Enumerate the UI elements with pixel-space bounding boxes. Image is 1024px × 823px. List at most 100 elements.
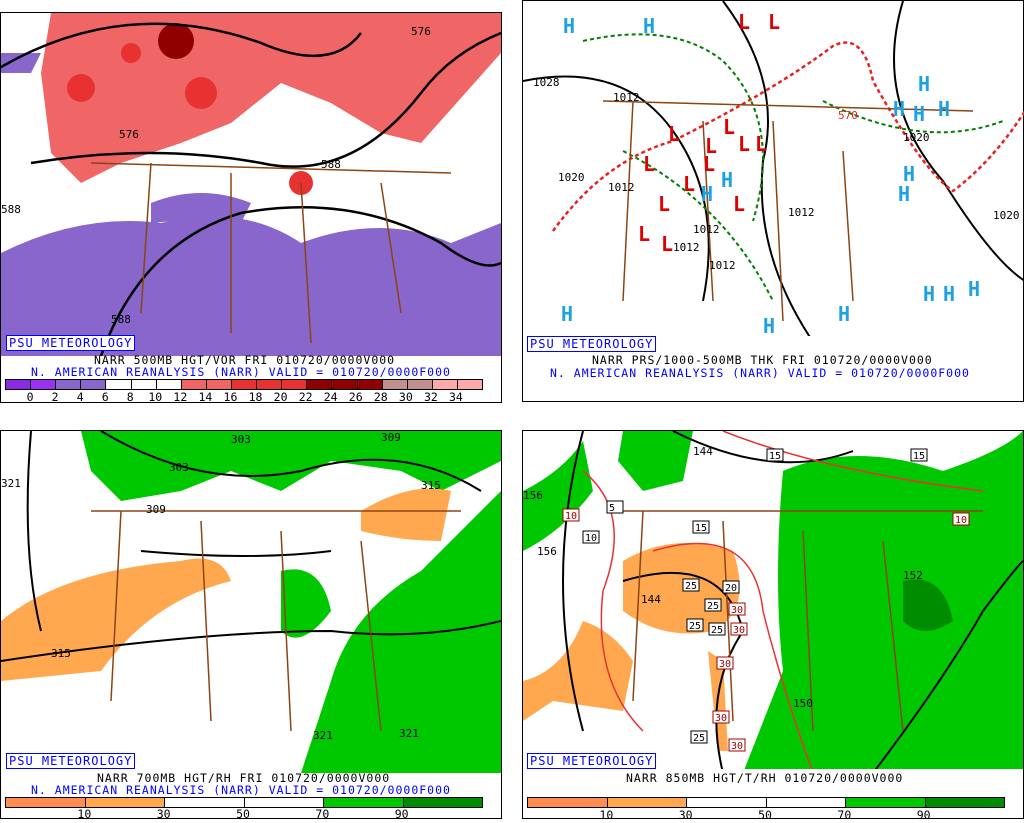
contour-label: 576 (119, 128, 139, 141)
contour-label: 309 (381, 431, 401, 444)
high-pressure-symbol: H (561, 302, 573, 326)
colorbar-tick-label: 50 (758, 808, 772, 822)
contour-label: 152 (903, 569, 923, 582)
colorbar-ticks: 10 30 50 70 90 (5, 808, 481, 822)
temperature-box (952, 512, 970, 526)
contour-label: 588 (321, 158, 341, 171)
colorbar-tick-label: 10 (77, 807, 92, 821)
map-title: NARR 500MB HGT/VOR FRI 010720/0000V000 (94, 353, 396, 367)
colorbar-ticks: 0 2 4 6 8 10 12 14 16 18 20 22 24 26 28 30 32 34 (5, 391, 481, 405)
colorbar-tick-label: 4 (76, 390, 84, 404)
map-subtitle: N. AMERICAN REANALYSIS (NARR) VALID = 01… (550, 366, 970, 380)
vorticity-colorbar (5, 379, 483, 390)
temperature-box (686, 618, 704, 632)
colorbar-tick-label: 10 (599, 808, 614, 822)
isobar-label: 1012 (693, 223, 720, 236)
colorbar-tick-label: 30 (156, 807, 171, 821)
colorbar-tick-label: 90 (394, 807, 409, 821)
panel-500mb-vorticity: 576 576 588 588 588 PSU METEOROLOGY NARR… (0, 12, 502, 405)
isobar-label: 1020 (993, 209, 1020, 222)
colorbar-swatch (407, 380, 433, 389)
colorbar-tick-label: 28 (373, 390, 388, 404)
colorbar-tick-label: 14 (198, 390, 213, 404)
map-subtitle: N. AMERICAN REANALYSIS (NARR) VALID = 01… (31, 365, 451, 379)
colorbar-swatch (432, 380, 458, 389)
rh-colorbar (527, 797, 1005, 808)
temperature-box (766, 448, 784, 462)
colorbar-swatch (357, 380, 383, 389)
map-title: NARR 700MB HGT/RH FRI 010720/0000V000 (97, 771, 391, 785)
colorbar-swatch (56, 380, 82, 389)
contour-label: 303 (169, 461, 189, 474)
panel-850mb-t-rh: 5 10 15 20 25 25 25 25 30 30 30 30 30 25 15 15 10 10 144 … (522, 430, 1024, 822)
temperature-label: 10 (585, 533, 597, 544)
temperature-box (562, 508, 580, 522)
rh-colorbar (5, 797, 483, 808)
low-pressure-symbol: L (738, 10, 750, 34)
high-pressure-symbol: H (838, 302, 850, 326)
colorbar-swatch (382, 380, 408, 389)
temperature-label: 25 (693, 733, 705, 744)
colorbar-tick-label: 30 (398, 390, 413, 404)
temperature-box (704, 598, 722, 612)
contour-label: 321 (1, 477, 21, 490)
contour-label: 588 (1, 203, 21, 216)
temperature-box (606, 500, 624, 514)
contour-label: 144 (641, 593, 661, 606)
temperature-label: 15 (769, 451, 781, 462)
low-pressure-symbol: L (705, 134, 717, 158)
colorbar-tick-label: 24 (323, 390, 338, 404)
temperature-label: 5 (609, 503, 615, 514)
temperature-box (690, 730, 708, 744)
colorbar-tick-label: 2 (51, 390, 59, 404)
high-pressure-symbol: H (903, 162, 915, 186)
colorbar-tick-label: 90 (916, 808, 931, 822)
colorbar-swatch (165, 798, 245, 807)
contour-label: 309 (146, 503, 166, 516)
temperature-box (692, 520, 710, 534)
colorbar-tick-label: 18 (248, 390, 263, 404)
colorbar-swatch (528, 798, 608, 807)
isobar-label: 1012 (709, 259, 736, 272)
colorbar-swatch (324, 798, 404, 807)
temperature-label: 30 (719, 659, 731, 670)
colorbar-swatch (6, 798, 86, 807)
colorbar-tick-label: 26 (348, 390, 363, 404)
contour-label: 303 (231, 433, 251, 446)
temperature-label: 10 (955, 515, 967, 526)
contour-label: 156 (523, 489, 543, 502)
colorbar-swatch (106, 380, 132, 389)
colorbar-ticks: 10 30 50 70 90 (527, 809, 1003, 823)
temperature-box (716, 656, 734, 670)
low-pressure-symbol: L (733, 192, 745, 216)
temperature-label: 30 (731, 741, 743, 752)
temperature-box (708, 622, 726, 636)
isobar-label: 1012 (673, 241, 700, 254)
vorticity-map: 576 576 588 588 588 (1, 13, 501, 356)
rh-700-map: 303 303 309 315 315 321 321 321 309 (1, 431, 501, 773)
colorbar-swatch (181, 380, 207, 389)
high-pressure-symbol: H (898, 182, 910, 206)
temperature-label: 25 (711, 625, 723, 636)
temperature-box (712, 710, 730, 724)
temperature-label: 15 (695, 523, 707, 534)
colorbar-swatch (257, 380, 283, 389)
high-pressure-symbol: H (938, 97, 950, 121)
contour-label: 144 (693, 445, 713, 458)
colorbar-swatch (244, 798, 324, 807)
psu-meteorology-badge: PSU METEOROLOGY (6, 753, 136, 769)
colorbar-swatch (85, 798, 165, 807)
contour-label: 576 (411, 25, 431, 38)
contour-label: 156 (537, 545, 557, 558)
colorbar-swatch (282, 380, 308, 389)
colorbar-swatch (206, 380, 232, 389)
colorbar-tick-label: 32 (423, 390, 438, 404)
colorbar-tick-label: 22 (298, 390, 313, 404)
temperature-label: 25 (689, 621, 701, 632)
temperature-label: 25 (685, 581, 697, 592)
high-pressure-symbol: H (918, 72, 930, 96)
high-pressure-symbol: H (563, 14, 575, 38)
